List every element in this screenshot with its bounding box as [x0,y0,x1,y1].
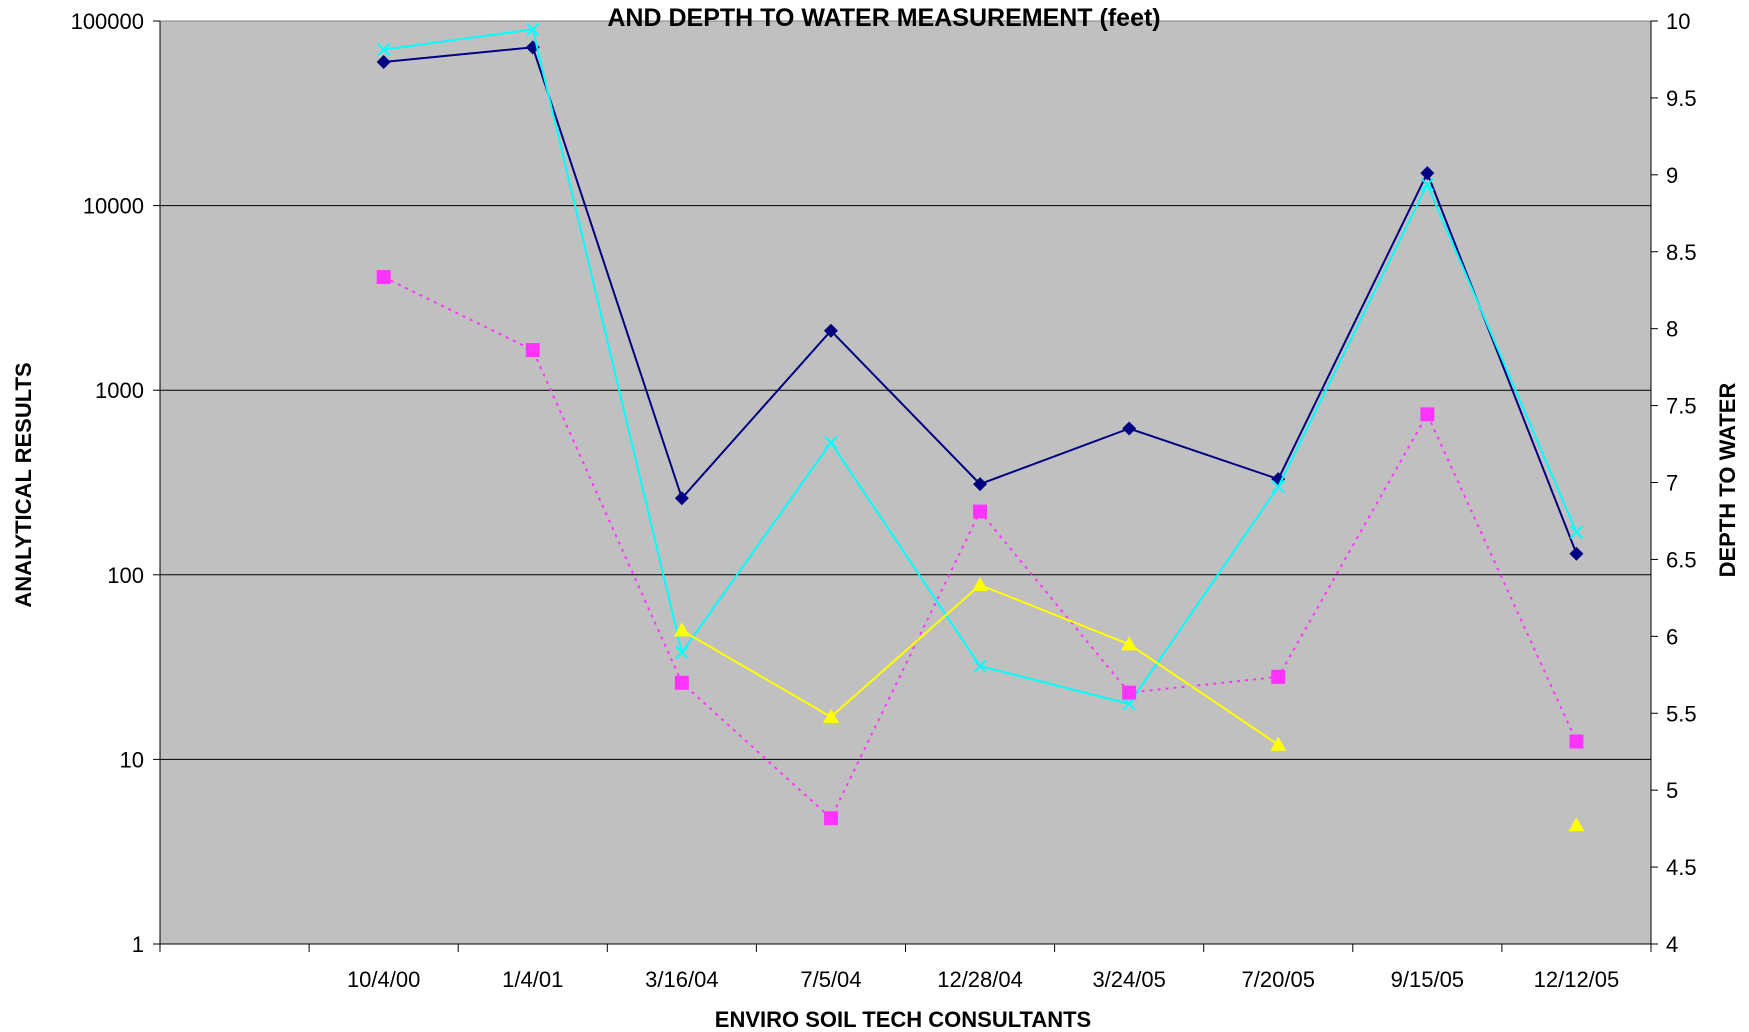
data-point-series-3 [823,811,838,826]
y2-tick-label: 7 [1666,471,1678,496]
y2-tick-label: 5.5 [1666,701,1697,726]
data-point-series-2 [1569,525,1584,539]
data-point-series-3 [1420,407,1435,422]
y2-tick-label: 4.5 [1666,855,1697,880]
data-point-series-3 [674,675,689,690]
y-tick-label: 1 [132,932,144,957]
data-point-series-1 [973,477,988,492]
x-tick-label: 7/5/04 [800,967,861,992]
y2-tick-label: 8 [1666,317,1678,342]
y2-tick-label: 7.5 [1666,394,1697,419]
data-point-series-1 [1122,421,1137,436]
data-point-series-2 [973,659,987,673]
data-point-series-1 [1569,546,1584,561]
plot-area [159,20,1652,945]
x-tick-label: 3/24/05 [1092,967,1165,992]
x-tick-label: 10/4/00 [347,967,420,992]
y-tick-label: 100 [107,563,144,588]
chart-title: AND DEPTH TO WATER MEASUREMENT (feet) [607,4,1160,32]
data-point-series-3 [973,504,988,519]
data-point-series-1 [674,491,689,506]
x-tick-label: 7/20/05 [1242,967,1315,992]
data-point-series-4 [1270,736,1287,751]
data-point-series-2 [824,435,838,450]
y2-tick-label: 9.5 [1666,86,1697,111]
data-point-series-1 [823,323,838,338]
data-point-series-2 [526,22,540,37]
data-point-series-4 [1568,817,1585,832]
data-point-series-3 [1271,669,1286,684]
y2-tick-label: 5 [1666,778,1678,803]
y2-tick-label: 10 [1666,9,1690,34]
data-point-series-2 [1122,697,1136,711]
x-tick-label: 12/28/04 [937,967,1023,992]
y-tick-label: 1000 [95,378,144,403]
y-tick-label: 10 [120,747,144,772]
data-point-series-2 [1271,480,1285,494]
y2-axis-title: DEPTH TO WATER [1715,383,1740,578]
data-point-series-3 [1122,685,1137,700]
data-point-series-4 [673,622,690,637]
data-point-series-4 [972,577,989,592]
y2-tick-label: 9 [1666,163,1678,188]
data-point-series-3 [1569,734,1584,749]
data-point-series-2 [1420,177,1435,192]
data-point-series-4 [822,708,839,723]
data-point-series-2 [675,645,689,660]
data-point-series-2 [376,42,391,57]
y-tick-label: 100000 [71,9,144,34]
x-axis-title: ENVIRO SOIL TECH CONSULTANTS [715,1007,1091,1032]
data-point-series-3 [525,343,540,358]
x-tick-label: 3/16/04 [645,967,718,992]
y2-tick-label: 6 [1666,624,1678,649]
data-point-series-1 [1420,166,1435,181]
x-tick-label: 12/12/05 [1534,967,1620,992]
y-axis-title: ANALYTICAL RESULTS [11,362,36,607]
data-point-series-3 [376,270,391,285]
data-point-series-4 [1121,636,1138,651]
y-tick-label: 10000 [83,194,144,219]
y2-tick-label: 8.5 [1666,240,1697,265]
x-tick-label: 9/15/05 [1391,967,1464,992]
y2-tick-label: 4 [1666,932,1678,957]
y2-tick-label: 6.5 [1666,547,1697,572]
x-tick-label: 1/4/01 [502,967,563,992]
data-point-series-1 [376,54,391,69]
